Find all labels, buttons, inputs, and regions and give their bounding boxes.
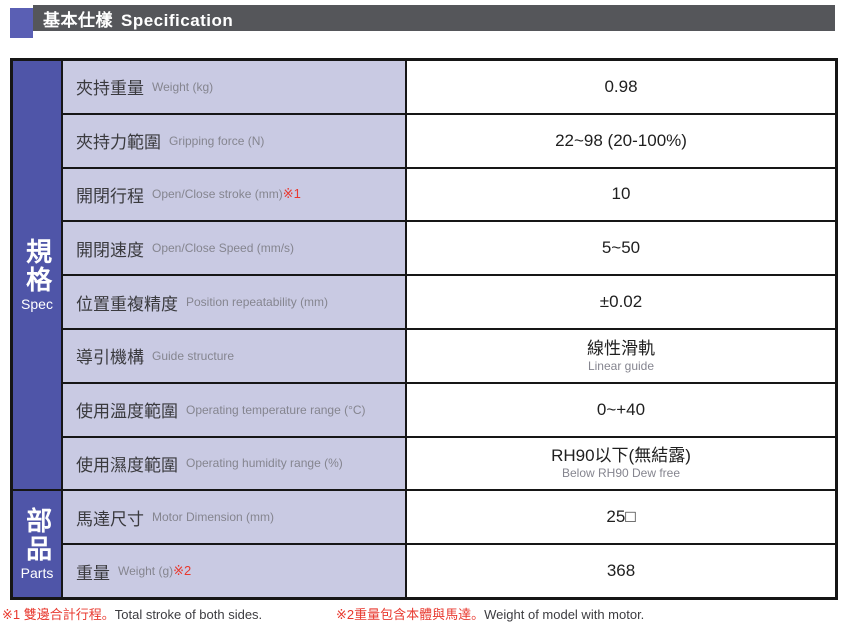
row-label-zh: 重量 (76, 563, 110, 583)
row-label-temperature: 使用溫度範圍 Operating temperature range (°C) (63, 383, 405, 436)
value-text: 22~98 (20-100%) (555, 130, 687, 150)
row-label-repeatability: 位置重複精度 Position repeatability (mm) (63, 276, 405, 328)
value-subtext: Below RH90 Dew free (561, 466, 681, 481)
row-label-weight-kg: 夾持重量 Weight (kg) (63, 61, 405, 113)
row-value-motor-dimension: 25□ (407, 491, 835, 544)
section-label-spec: 規格 Spec (13, 61, 61, 490)
row-label-en: Gripping force (N) (169, 133, 265, 148)
row-label-en: Operating humidity range (%) (186, 456, 343, 471)
value-text: 線性滑軌 (587, 338, 655, 358)
footnote-2-en: Weight of model with motor. (484, 607, 645, 622)
header-accent-square (10, 8, 33, 38)
footnote-marker: ※2 (173, 563, 192, 579)
row-label-en: Weight (g) (118, 564, 174, 579)
row-label-zh: 開閉行程 (76, 186, 144, 206)
row-value-speed: 5~50 (407, 222, 835, 275)
row-label-gripping-force: 夾持力範圍 Gripping force (N) (63, 114, 405, 167)
section-label-zh: 部品 (22, 507, 53, 564)
row-label-en: Open/Close Speed (mm/s) (152, 241, 295, 256)
value-text: 0.98 (604, 76, 638, 96)
footnote-1-en: Total stroke of both sides. (114, 607, 263, 622)
row-label-en: Weight (kg) (152, 79, 214, 94)
row-label-en: Position repeatability (mm) (186, 295, 329, 310)
value-text: RH90以下(無結露) (551, 446, 691, 466)
row-label-motor-dimension: 馬達尺寸 Motor Dimension (mm) (63, 491, 405, 544)
row-label-speed: 開閉速度 Open/Close Speed (mm/s) (63, 222, 405, 275)
value-text: 10 (611, 184, 631, 204)
row-value-gripping-force: 22~98 (20-100%) (407, 114, 835, 167)
row-label-stroke: 開閉行程 Open/Close stroke (mm) ※1 (63, 168, 405, 221)
row-label-zh: 開閉速度 (76, 240, 144, 260)
page-title-en: Specification (121, 10, 234, 30)
footnote-marker: ※1 (282, 186, 301, 202)
row-value-repeatability: ±0.02 (407, 276, 835, 328)
row-label-zh: 使用濕度範圍 (76, 455, 178, 475)
row-label-en: Motor Dimension (mm) (152, 510, 275, 525)
value-text: 368 (606, 560, 636, 580)
section-label-zh: 規格 (22, 238, 53, 295)
row-label-zh: 使用溫度範圍 (76, 402, 178, 422)
row-label-guide-structure: 導引機構 Guide structure (63, 329, 405, 382)
row-value-weight-g: 368 (407, 545, 835, 597)
row-value-weight-kg: 0.98 (407, 61, 835, 113)
row-label-weight-g: 重量 Weight (g) ※2 (63, 545, 405, 597)
footnote-2: ※2重量包含本體與馬達。Weight of model with motor. (336, 604, 644, 623)
row-value-stroke: 10 (407, 168, 835, 221)
value-text: 5~50 (601, 238, 641, 258)
value-text: 0~+40 (596, 399, 646, 419)
section-label-en: Spec (21, 296, 53, 313)
row-label-humidity: 使用濕度範圍 Operating humidity range (%) (63, 437, 405, 490)
value-text: 25□ (606, 507, 636, 527)
section-label-en: Parts (20, 565, 54, 582)
footnote-1-zh: ※1 雙邊合計行程。 (2, 607, 115, 622)
row-label-en: Guide structure (152, 348, 235, 363)
value-subtext: Linear guide (587, 358, 655, 373)
row-label-zh: 導引機構 (76, 348, 144, 368)
row-label-zh: 夾持重量 (76, 79, 144, 99)
page-title: 基本仕樣 Specification (33, 6, 233, 31)
page-title-zh: 基本仕樣 (43, 10, 113, 30)
row-label-zh: 位置重複精度 (76, 294, 178, 314)
row-label-zh: 馬達尺寸 (76, 509, 144, 529)
section-header-bar: 基本仕樣 Specification (33, 5, 835, 31)
row-label-en: Open/Close stroke (mm) (152, 187, 283, 202)
spec-table: 規格 Spec 夾持重量 Weight (kg) 0.98 夾持力範圍 Gripping f… (10, 58, 838, 600)
footnote-2-zh: ※2重量包含本體與馬達。 (336, 607, 485, 622)
row-value-temperature: 0~+40 (407, 383, 835, 436)
row-label-en: Operating temperature range (°C) (186, 402, 366, 417)
row-value-guide-structure: 線性滑軌 Linear guide (407, 329, 835, 382)
footnote-1: ※1 雙邊合計行程。Total stroke of both sides. (2, 604, 262, 623)
section-label-parts: 部品 Parts (13, 491, 61, 597)
value-text: ±0.02 (599, 291, 643, 311)
row-value-humidity: RH90以下(無結露) Below RH90 Dew free (407, 437, 835, 490)
row-label-zh: 夾持力範圍 (76, 133, 161, 153)
